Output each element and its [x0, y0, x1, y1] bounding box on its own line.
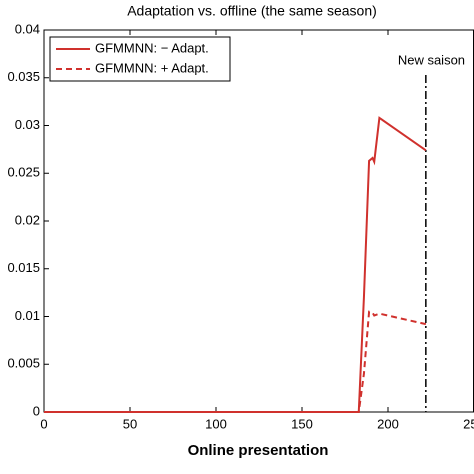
x-tick-label: 0 [40, 416, 47, 431]
season-label: New saison [398, 52, 465, 67]
y-tick-label: 0.02 [15, 212, 40, 227]
series-line [44, 310, 427, 413]
y-tick-label: 0.015 [7, 260, 40, 275]
x-tick-label: 200 [377, 416, 399, 431]
legend-label: GFMMNN: − Adapt. [95, 40, 209, 55]
y-tick-label: 0 [33, 403, 40, 418]
x-tick-label: 250 [463, 416, 474, 431]
x-tick-label: 150 [291, 416, 313, 431]
chart-title: Adaptation vs. offline (the same season) [127, 3, 377, 19]
x-tick-label: 100 [205, 416, 227, 431]
x-axis-label: Online presentation [188, 442, 329, 459]
x-tick-label: 50 [123, 416, 137, 431]
axes-box [43, 29, 474, 413]
y-tick-label: 0.03 [15, 117, 40, 132]
legend-label: GFMMNN: + Adapt. [95, 60, 209, 75]
y-tick-label: 0.005 [7, 356, 40, 371]
series-line [44, 116, 427, 413]
y-tick-label: 0.025 [7, 165, 40, 180]
legend-box [49, 36, 231, 82]
y-tick-label: 0.01 [15, 308, 40, 323]
y-tick-label: 0.035 [7, 69, 40, 84]
y-tick-label: 0.04 [15, 21, 40, 36]
